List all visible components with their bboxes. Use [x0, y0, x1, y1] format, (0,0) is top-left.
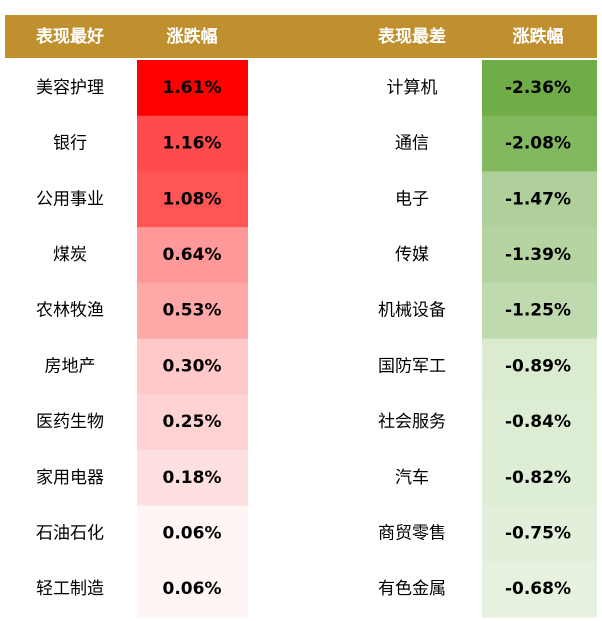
change-value: -0.75% [505, 523, 571, 543]
sector-name: 家用电器 [36, 468, 104, 488]
change-value: 0.30% [163, 356, 222, 376]
sector-name: 轻工制造 [36, 579, 104, 599]
cell-fill [482, 449, 597, 507]
change-value: 0.18% [163, 468, 222, 488]
cell-fill [137, 338, 248, 395]
sector-name: 银行 [53, 134, 87, 154]
cell-fill [137, 449, 248, 507]
cell-fill [482, 115, 597, 172]
cell-fill [482, 338, 597, 395]
change-value: -1.25% [505, 301, 571, 321]
cell-fill [137, 505, 248, 562]
sector-name: 有色金属 [378, 579, 446, 599]
change-value: -0.68% [505, 579, 571, 599]
sector-name: 电子 [395, 189, 429, 209]
cell-fill [137, 115, 248, 172]
cell-fill [482, 505, 597, 562]
change-value: 0.06% [163, 523, 222, 543]
cell-fill [137, 171, 248, 228]
sector-name: 通信 [395, 134, 429, 154]
sector-name: 煤炭 [53, 245, 87, 265]
change-value: 0.53% [163, 301, 222, 321]
cell-fill [482, 60, 597, 117]
cell-fill [137, 394, 248, 451]
sector-name: 社会服务 [378, 412, 446, 432]
sector-name: 汽车 [395, 468, 429, 488]
header-cell: 涨跌幅 [167, 26, 218, 47]
change-value: -0.82% [505, 468, 571, 488]
header-cell: 表现最差 [378, 26, 446, 47]
sector-name: 美容护理 [36, 78, 104, 98]
cell-fill [482, 171, 597, 228]
change-value: -2.08% [505, 134, 571, 154]
change-value: -2.36% [505, 78, 571, 98]
sector-name: 公用事业 [36, 189, 104, 209]
change-value: 0.06% [163, 579, 222, 599]
cell-fill [482, 561, 597, 618]
change-value: -0.84% [505, 412, 571, 432]
cell-fill [482, 394, 597, 451]
cell-fill [137, 282, 248, 339]
change-value: -1.39% [505, 245, 571, 265]
sector-name: 医药生物 [36, 412, 104, 432]
header-bar [5, 15, 597, 58]
cell-fill [482, 282, 597, 339]
change-value: 0.64% [163, 245, 222, 265]
change-value: 0.25% [163, 412, 222, 432]
change-value: 1.16% [163, 134, 222, 154]
cell-fill [482, 227, 597, 284]
cell-fill [137, 561, 248, 618]
change-value: -0.89% [505, 356, 571, 376]
sector-name: 计算机 [387, 78, 438, 98]
change-value: 1.61% [163, 78, 222, 98]
change-value: -1.47% [505, 189, 571, 209]
header-cell: 表现最好 [36, 26, 104, 47]
cell-fill [137, 60, 248, 117]
sector-name: 传媒 [395, 245, 429, 265]
sector-name: 商贸零售 [378, 523, 446, 543]
cell-fill [137, 227, 248, 284]
sector-name: 农林牧渔 [36, 301, 104, 321]
header-cell: 涨跌幅 [513, 26, 564, 47]
sector-name: 石油石化 [36, 523, 104, 543]
sector-name: 国防军工 [378, 356, 446, 376]
sector-name: 房地产 [45, 356, 96, 376]
sector-name: 机械设备 [378, 301, 446, 321]
change-value: 1.08% [163, 189, 222, 209]
